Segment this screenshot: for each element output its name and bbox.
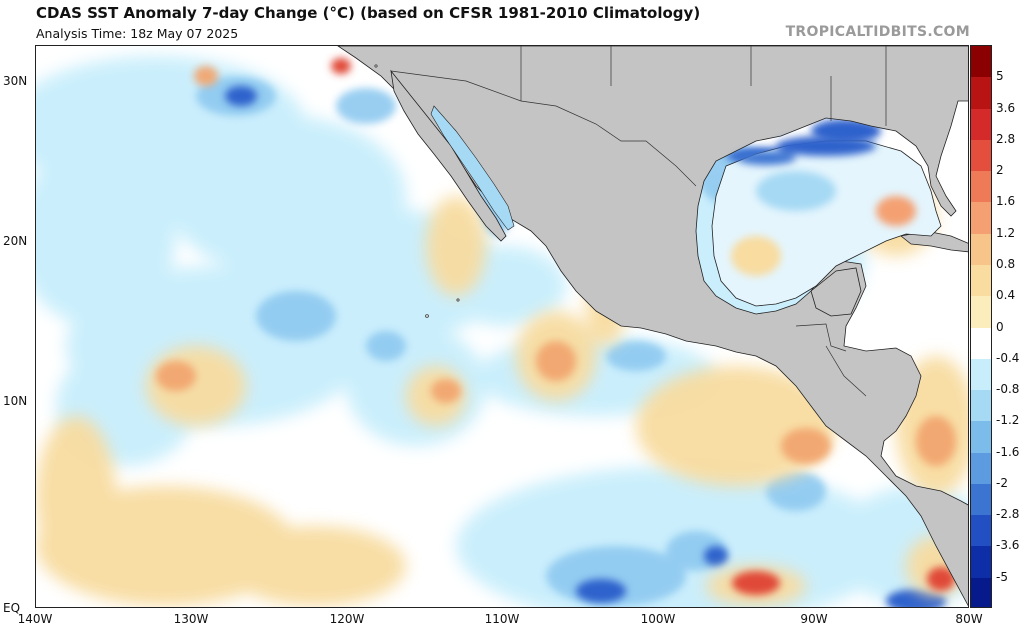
color-scale-label: -2 bbox=[996, 475, 1008, 490]
color-scale-label: 0.4 bbox=[996, 288, 1016, 303]
islands bbox=[374, 64, 460, 318]
lat-label-10n: 10N bbox=[3, 394, 28, 408]
lon-label-140w: 140W bbox=[17, 612, 53, 626]
color-scale-label: -2.8 bbox=[996, 507, 1020, 522]
color-scale-segment bbox=[971, 577, 991, 607]
political-borders bbox=[390, 46, 887, 397]
color-scale-segment bbox=[971, 358, 991, 392]
gulf-cooling bbox=[731, 136, 916, 276]
color-scale-segment bbox=[971, 108, 991, 141]
analysis-time: Analysis Time: 18z May 07 2025 bbox=[36, 26, 239, 41]
lon-label-110w: 110W bbox=[484, 612, 520, 626]
lat-label-eq: EQ bbox=[3, 601, 21, 615]
color-scale-bar bbox=[970, 45, 992, 608]
color-scale-label: 1.6 bbox=[996, 194, 1016, 209]
color-scale-segment bbox=[971, 264, 991, 298]
color-scale-label: -1.2 bbox=[996, 413, 1020, 428]
lon-label-80w: 80W bbox=[955, 612, 983, 626]
color-scale-segment bbox=[971, 139, 991, 173]
color-scale-label: 2 bbox=[996, 163, 1004, 178]
color-scale-segment bbox=[971, 515, 991, 548]
color-scale-segment bbox=[971, 390, 991, 423]
sst-anomaly-map bbox=[35, 45, 969, 608]
color-scale-segment bbox=[971, 77, 991, 110]
color-scale-label: -1.6 bbox=[996, 444, 1020, 459]
color-scale-segment bbox=[971, 452, 991, 485]
lon-label-100w: 100W bbox=[640, 612, 676, 626]
lon-label-130w: 130W bbox=[173, 612, 209, 626]
color-scale-label: 0.8 bbox=[996, 256, 1016, 271]
lon-label-90w: 90W bbox=[800, 612, 828, 626]
lat-label-30n: 30N bbox=[3, 74, 28, 88]
color-scale-segment bbox=[971, 296, 991, 329]
color-scale-label: 3.6 bbox=[996, 100, 1016, 115]
gulf-of-california bbox=[430, 105, 515, 231]
color-scale-segment bbox=[971, 46, 991, 79]
yucatan bbox=[810, 267, 862, 317]
color-scale-label: 2.8 bbox=[996, 131, 1016, 146]
color-scale-segment bbox=[971, 546, 991, 579]
color-scale-label: -5 bbox=[996, 569, 1008, 584]
baja-california bbox=[390, 69, 507, 242]
lat-label-20n: 20N bbox=[3, 234, 28, 248]
map-title: CDAS SST Anomaly 7-day Change (°C) (base… bbox=[36, 4, 701, 22]
warming-field-strong bbox=[331, 58, 955, 595]
color-scale-label: 0 bbox=[996, 319, 1004, 334]
color-scale-segment bbox=[971, 202, 991, 235]
color-scale-segment bbox=[971, 483, 991, 517]
color-scale-label: -0.4 bbox=[996, 350, 1020, 365]
color-scale-segment bbox=[971, 327, 991, 360]
color-scale-segment bbox=[971, 171, 991, 204]
color-scale-segment bbox=[971, 233, 991, 266]
color-scale-label: 5 bbox=[996, 69, 1004, 84]
color-scale-label: -3.6 bbox=[996, 538, 1020, 553]
color-scale-segment bbox=[971, 421, 991, 454]
color-scale-label: 1.2 bbox=[996, 225, 1016, 240]
site-credit: TROPICALTIDBITS.COM bbox=[785, 24, 970, 40]
color-scale-label: -0.8 bbox=[996, 382, 1020, 397]
lon-label-120w: 120W bbox=[329, 612, 365, 626]
